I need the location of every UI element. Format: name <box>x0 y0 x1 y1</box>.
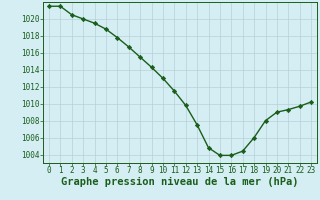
X-axis label: Graphe pression niveau de la mer (hPa): Graphe pression niveau de la mer (hPa) <box>61 177 299 187</box>
